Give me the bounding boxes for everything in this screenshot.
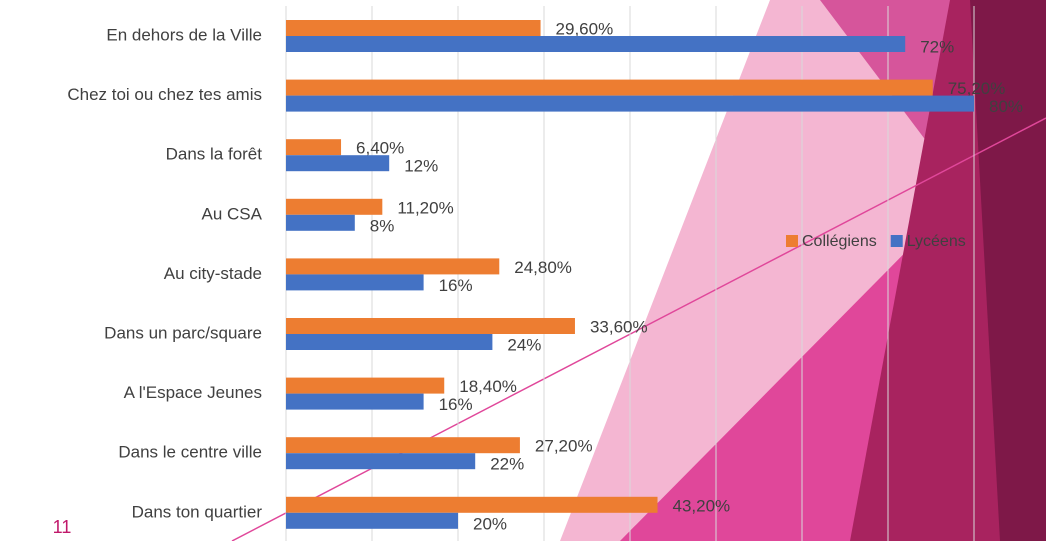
data-label: 22%	[490, 455, 524, 474]
legend-swatch	[786, 235, 798, 247]
data-label: 20%	[473, 514, 507, 533]
bar	[286, 437, 520, 453]
legend-swatch	[891, 235, 903, 247]
bar	[286, 36, 905, 52]
bar	[286, 378, 444, 394]
bar	[286, 453, 475, 469]
data-label: 24,80%	[514, 258, 572, 277]
data-label: 16%	[439, 395, 473, 414]
bar	[286, 274, 424, 290]
y-tick-label: Dans ton quartier	[132, 502, 263, 521]
data-label: 8%	[370, 216, 395, 235]
bar	[286, 155, 389, 171]
data-label: 80%	[989, 97, 1023, 116]
slide: 11 En dehors de la Ville 29,60% 72% Chez to…	[0, 0, 1046, 541]
y-tick-label: Dans un parc/square	[104, 323, 262, 342]
data-label: 33,60%	[590, 317, 648, 336]
bar	[286, 258, 499, 274]
y-tick-label: A l'Espace Jeunes	[124, 383, 262, 402]
data-label: 43,20%	[673, 496, 731, 515]
y-tick-label: Dans la forêt	[166, 145, 263, 164]
bar	[286, 80, 933, 96]
data-label: 72%	[920, 37, 954, 56]
slide-number: 11	[53, 517, 72, 537]
bar	[286, 318, 575, 334]
data-label: 12%	[404, 157, 438, 176]
bar	[286, 139, 341, 155]
data-label: 11,20%	[397, 198, 453, 217]
bar	[286, 394, 424, 410]
data-label: 24%	[507, 335, 541, 354]
bar	[286, 497, 658, 513]
data-label: 29,60%	[556, 19, 614, 38]
data-label: 75,20%	[948, 79, 1006, 98]
y-tick-label: Chez toi ou chez tes amis	[67, 85, 262, 104]
bar	[286, 199, 382, 215]
y-tick-label: Au city-stade	[164, 264, 262, 283]
bar	[286, 334, 492, 350]
bar	[286, 513, 458, 529]
data-label: 16%	[439, 276, 473, 295]
y-tick-label: Au CSA	[202, 204, 263, 223]
data-label: 27,20%	[535, 437, 593, 456]
bar	[286, 20, 541, 36]
y-tick-label: En dehors de la Ville	[106, 25, 262, 44]
y-tick-label: Dans le centre ville	[118, 443, 262, 462]
data-label: 6,40%	[356, 139, 404, 158]
bar	[286, 96, 974, 112]
legend-label: Lycéens	[907, 233, 966, 250]
bar	[286, 215, 355, 231]
legend-label: Collégiens	[802, 233, 877, 250]
data-label: 18,40%	[459, 377, 517, 396]
